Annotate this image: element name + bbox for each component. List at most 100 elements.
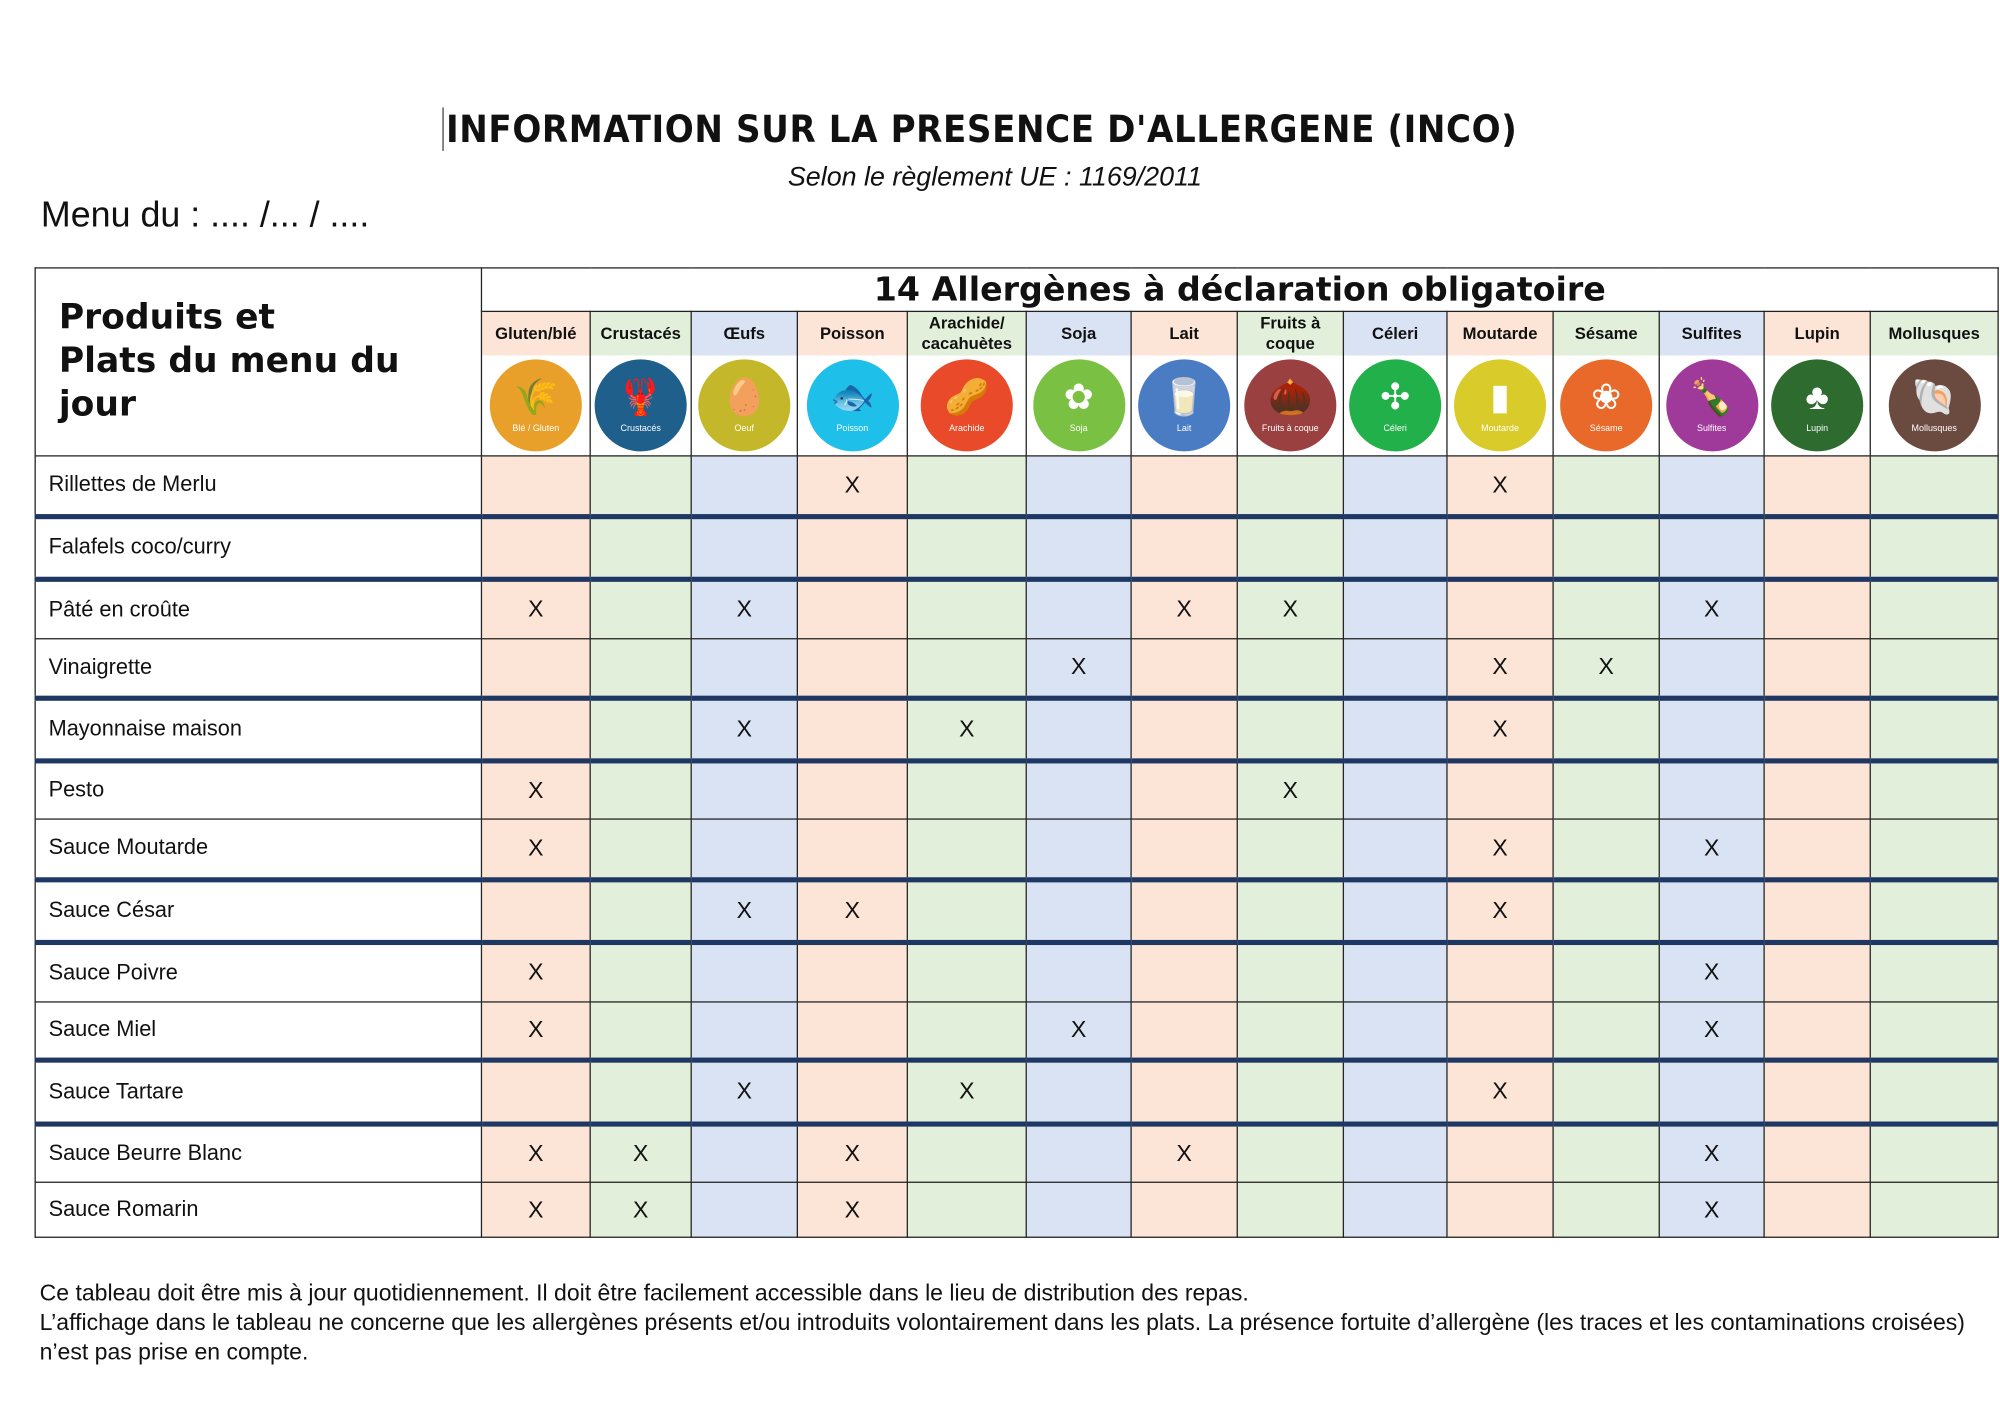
table-row: Vinaigrette X X X: [34, 638, 1999, 701]
allergen-header: Œufs: [690, 310, 798, 356]
allergen-mark-cell: [1869, 818, 1999, 882]
allergen-mark-cell: [589, 759, 692, 820]
allergen-mark-cell: [1869, 1001, 1999, 1063]
allergen-mark-cell: [1342, 759, 1448, 820]
allergen-mark-cell: [1552, 1181, 1660, 1238]
allergen-mark-cell: X: [796, 878, 908, 945]
icon-glyph: 🦞: [618, 376, 663, 417]
icon-glyph: ♣: [1805, 376, 1829, 417]
allergen-mark-cell: [906, 878, 1027, 945]
allergen-mark-cell: [1342, 818, 1448, 882]
table-row: Pesto X X: [34, 759, 1999, 820]
allergen-mark-cell: [1552, 759, 1660, 820]
allergen-icon-cell: 🐚 Mollusques: [1869, 355, 1999, 457]
mustard-icon: ▮ Moutarde: [1453, 359, 1547, 452]
allergen-mark-cell: [906, 455, 1027, 519]
allergen-mark-cell: [1869, 941, 1999, 1003]
allergen-mark-cell: [796, 638, 908, 701]
allergen-mark-cell: X: [1446, 878, 1554, 945]
icon-label: Oeuf: [734, 423, 754, 433]
allergen-header: Moutarde: [1446, 310, 1554, 356]
wheat-icon: 🌾 Blé / Gluten: [489, 359, 582, 452]
allergen-mark-cell: [480, 455, 591, 519]
allergen-mark-cell: [1658, 759, 1765, 820]
icon-glyph: 🥛: [1161, 376, 1207, 417]
allergen-mark-cell: [1130, 696, 1238, 763]
allergen-mark-cell: [1025, 455, 1132, 519]
allergen-icon-cell: 🍾 Sulfites: [1658, 355, 1765, 457]
allergen-mark-cell: X: [480, 1181, 591, 1238]
dish-name: Falafels coco/curry: [34, 515, 483, 582]
allergen-icon-cell: ✿ Soja: [1025, 355, 1132, 457]
allergen-mark-cell: [796, 759, 908, 820]
allergen-icon-cell: ❀ Sésame: [1552, 355, 1660, 457]
allergen-mark-cell: [1869, 578, 1999, 640]
allergen-mark-cell: [1130, 1058, 1238, 1126]
allergen-band-title: 14 Allergènes à déclaration obligatoire: [480, 267, 1999, 313]
allergen-mark-cell: [1446, 578, 1554, 640]
table-row: Sauce Miel X X X: [34, 1001, 1999, 1063]
icon-label: Moutarde: [1481, 423, 1519, 433]
allergen-icon-cell: 🥜 Arachide: [906, 355, 1027, 457]
allergen-mark-cell: [1763, 696, 1871, 763]
allergen-mark-cell: [1025, 1122, 1132, 1183]
allergen-mark-cell: [480, 1058, 591, 1126]
allergen-mark-cell: [1236, 1001, 1345, 1063]
lupin-icon: ♣ Lupin: [1771, 359, 1864, 452]
allergen-mark-cell: [690, 818, 798, 882]
allergen-mark-cell: [690, 941, 798, 1003]
icon-glyph: ✣: [1380, 376, 1411, 417]
corner-label-line2: Plats du menu du jour: [58, 341, 400, 425]
allergen-mark-cell: X: [480, 941, 591, 1003]
allergen-mark-cell: [1869, 455, 1999, 519]
dish-name: Sauce Moutarde: [34, 818, 483, 882]
allergen-mark-cell: [690, 455, 798, 519]
allergen-mark-cell: [1025, 696, 1132, 763]
allergen-mark-cell: X: [1130, 578, 1238, 640]
allergen-mark-cell: [1763, 818, 1871, 882]
corner-label: Produits et Plats du menu du jour: [34, 267, 483, 457]
allergen-mark-cell: [690, 759, 798, 820]
allergen-mark-cell: [906, 638, 1027, 701]
allergen-mark-cell: [480, 515, 591, 582]
allergen-mark-cell: [1763, 578, 1871, 640]
allergen-mark-cell: [1552, 696, 1660, 763]
allergen-mark-cell: [1236, 696, 1345, 763]
allergen-mark-cell: [796, 818, 908, 882]
allergen-mark-cell: [1869, 1058, 1999, 1126]
allergen-mark-cell: X: [690, 578, 798, 640]
icon-label: Mollusques: [1911, 423, 1957, 433]
allergen-mark-cell: X: [906, 696, 1027, 763]
allergen-mark-cell: [906, 941, 1027, 1003]
allergen-mark-cell: [1236, 818, 1345, 882]
allergen-icon-cell: 🥛 Lait: [1130, 355, 1238, 457]
table-row: Rillettes de Merlu X X: [34, 455, 1999, 519]
allergen-mark-cell: [1130, 878, 1238, 945]
icon-label: Poisson: [836, 423, 869, 433]
allergen-mark-cell: [1130, 455, 1238, 519]
allergen-mark-cell: [1342, 941, 1448, 1003]
page-subtitle: Selon le règlement UE : 1169/2011: [787, 162, 1202, 192]
allergen-mark-cell: [796, 578, 908, 640]
page-title: INFORMATION SUR LA PRESENCE D'ALLERGENE …: [442, 107, 1517, 151]
allergen-mark-cell: [1763, 1181, 1871, 1238]
allergen-mark-cell: [589, 638, 692, 701]
allergen-mark-cell: [1658, 1058, 1765, 1126]
allergen-mark-cell: [1658, 638, 1765, 701]
allergen-mark-cell: X: [589, 1181, 692, 1238]
allergen-mark-cell: X: [796, 455, 908, 519]
allergen-icon-cell: 🌰 Fruits à coque: [1236, 355, 1345, 457]
allergen-mark-cell: X: [1446, 818, 1554, 882]
allergen-mark-cell: [1763, 878, 1871, 945]
dish-name: Sauce César: [34, 878, 483, 945]
allergen-mark-cell: [1446, 1122, 1554, 1183]
allergen-mark-cell: [1658, 515, 1765, 582]
allergen-mark-cell: X: [1658, 818, 1765, 882]
icon-label: Arachide: [949, 423, 985, 433]
allergen-mark-cell: X: [480, 818, 591, 882]
allergen-mark-cell: [1552, 878, 1660, 945]
table-row: Falafels coco/curry: [34, 515, 1999, 582]
allergen-mark-cell: [690, 1001, 798, 1063]
lobster-icon: 🦞 Crustacés: [594, 359, 687, 452]
dish-name: Vinaigrette: [34, 638, 483, 701]
